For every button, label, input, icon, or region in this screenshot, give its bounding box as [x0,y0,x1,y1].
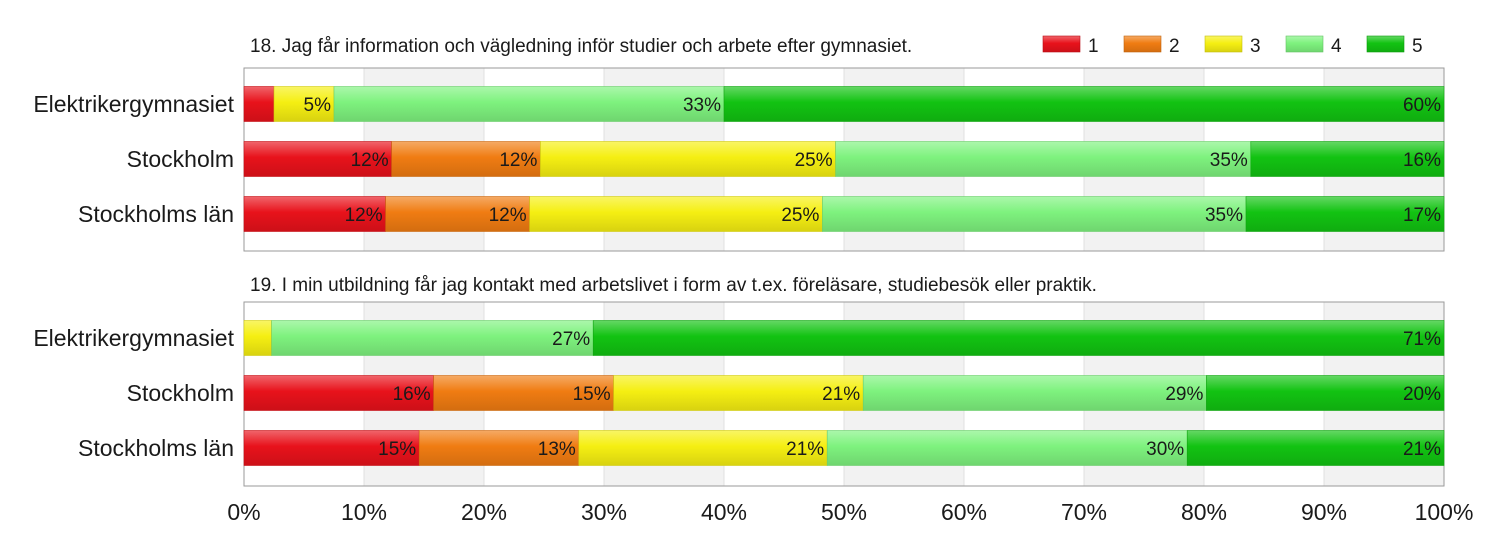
bar-segment [1206,375,1445,411]
data-label: 25% [781,205,819,226]
data-label: 27% [552,329,590,350]
bar-segment [1186,430,1445,466]
panel-1: 18. Jag får information och vägledning i… [33,36,1445,252]
data-label: 21% [822,384,860,405]
legend-swatch [1042,35,1081,53]
panel-title: 19. I min utbildning får jag kontakt med… [250,275,1097,296]
x-tick-label: 80% [1181,499,1227,525]
legend-swatch [1366,35,1405,53]
category-label: Elektrikergymnasiet [33,325,234,351]
data-label: 21% [786,439,824,460]
legend-item: 2 [1123,35,1180,57]
x-tick-label: 0% [227,499,260,525]
data-label: 16% [1403,150,1441,171]
legend-label: 5 [1412,36,1423,57]
category-label: Stockholms län [78,201,234,227]
data-label: 20% [1403,384,1441,405]
data-label: 21% [1403,439,1441,460]
data-label: 5% [304,95,332,116]
data-label: 33% [683,95,721,116]
data-label: 15% [378,439,416,460]
data-label: 12% [345,205,383,226]
bar-segment [418,430,580,466]
bar-segment [273,86,335,122]
x-tick-label: 100% [1415,499,1474,525]
data-label: 35% [1205,205,1243,226]
data-label: 60% [1403,95,1441,116]
legend-label: 4 [1331,36,1342,57]
bar-segment [391,141,541,177]
data-label: 15% [573,384,611,405]
legend-label: 3 [1250,36,1261,57]
legend-label: 1 [1088,36,1099,57]
legend-item: 4 [1285,35,1342,57]
bar-segment [835,141,1252,177]
data-label: 12% [351,150,389,171]
x-tick-label: 70% [1061,499,1107,525]
bar-segment [723,86,1445,122]
x-tick-label: 20% [461,499,507,525]
data-label: 12% [499,150,537,171]
bar-segment [862,375,1207,411]
bar-segment [826,430,1188,466]
bar-segment [433,375,614,411]
data-label: 12% [489,205,527,226]
category-label: Stockholms län [78,435,234,461]
legend-item: 3 [1204,35,1261,57]
x-tick-label: 40% [701,499,747,525]
bar-segment [333,86,725,122]
bar-segment [1250,141,1445,177]
bar-segment [243,196,386,232]
legend-swatch [1123,35,1162,53]
legend-item: 1 [1042,35,1099,57]
x-tick-label: 30% [581,499,627,525]
data-label: 29% [1165,384,1203,405]
bar-segment [243,320,272,356]
x-tick-label: 60% [941,499,987,525]
category-label: Elektrikergymnasiet [33,91,234,117]
bar-segment [578,430,828,466]
x-tick-label: 50% [821,499,867,525]
bar-segment [540,141,836,177]
data-label: 35% [1210,150,1248,171]
legend-swatch [1285,35,1324,53]
bar-segment [271,320,594,356]
bar-segment [385,196,530,232]
data-label: 71% [1403,329,1441,350]
bar-segment [822,196,1247,232]
x-tick-label: 10% [341,499,387,525]
bar-segment [243,430,420,466]
bar-segment [592,320,1445,356]
data-label: 30% [1146,439,1184,460]
bar-segment [243,141,392,177]
panel-title: 18. Jag får information och vägledning i… [250,36,912,57]
bar-segment [1245,196,1445,232]
x-tick-label: 90% [1301,499,1347,525]
data-label: 25% [795,150,833,171]
category-label: Stockholm [127,146,234,172]
legend-item: 5 [1366,35,1423,57]
category-label: Stockholm [127,380,234,406]
data-label: 17% [1403,205,1441,226]
data-label: 13% [538,439,576,460]
legend-swatch [1204,35,1243,53]
bar-segment [243,86,275,122]
bar-segment [243,375,434,411]
bar-segment [529,196,823,232]
data-label: 16% [393,384,431,405]
legend-label: 2 [1169,36,1180,57]
panel-2: 19. I min utbildning får jag kontakt med… [33,275,1445,487]
